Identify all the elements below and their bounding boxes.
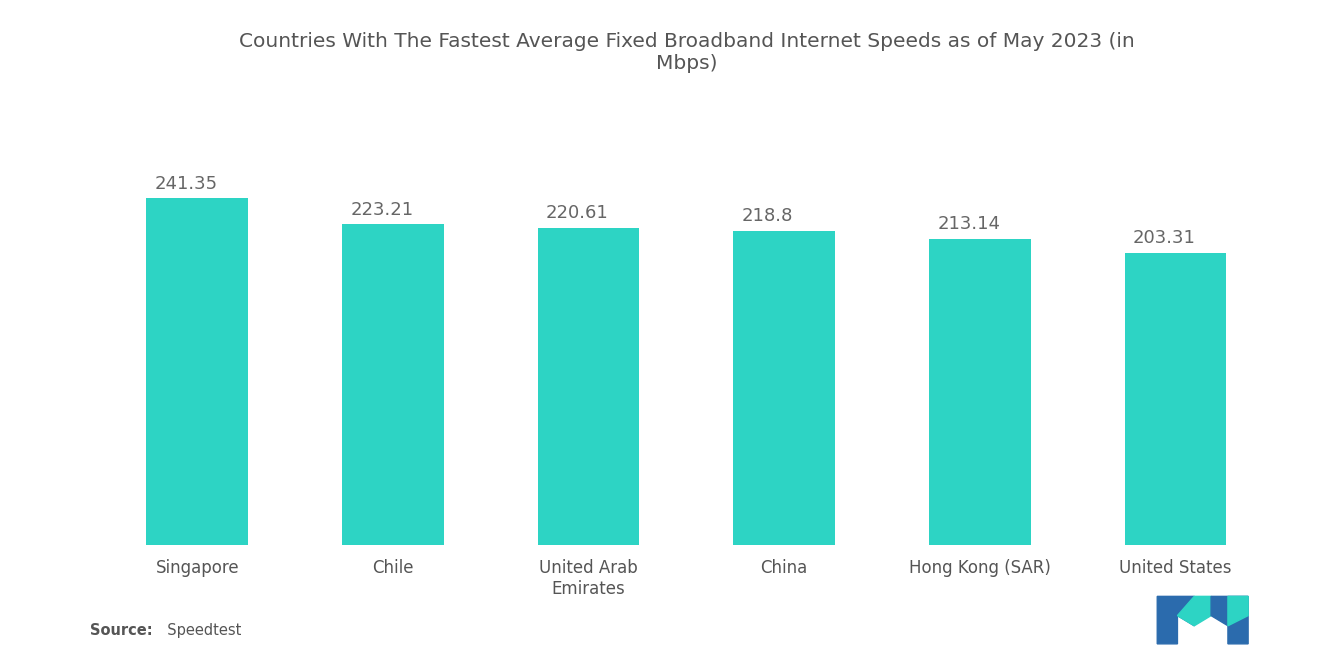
Bar [537, 228, 639, 545]
Text: 241.35: 241.35 [154, 175, 218, 193]
Polygon shape [1177, 597, 1212, 626]
Bar [734, 231, 836, 545]
Bar [1125, 253, 1226, 545]
Text: 213.14: 213.14 [937, 215, 1001, 233]
Bar [147, 198, 248, 545]
Text: 203.31: 203.31 [1133, 229, 1196, 247]
Text: Source:: Source: [90, 623, 152, 638]
Bar [342, 225, 444, 545]
Text: 218.8: 218.8 [742, 207, 793, 225]
Text: Speedtest: Speedtest [158, 623, 242, 638]
Bar [929, 239, 1031, 545]
Polygon shape [1212, 597, 1249, 644]
Text: 223.21: 223.21 [350, 201, 413, 219]
Polygon shape [1228, 597, 1249, 626]
Polygon shape [1158, 597, 1195, 644]
Title: Countries With The Fastest Average Fixed Broadband Internet Speeds as of May 202: Countries With The Fastest Average Fixed… [239, 32, 1134, 73]
Text: 220.61: 220.61 [546, 204, 609, 223]
